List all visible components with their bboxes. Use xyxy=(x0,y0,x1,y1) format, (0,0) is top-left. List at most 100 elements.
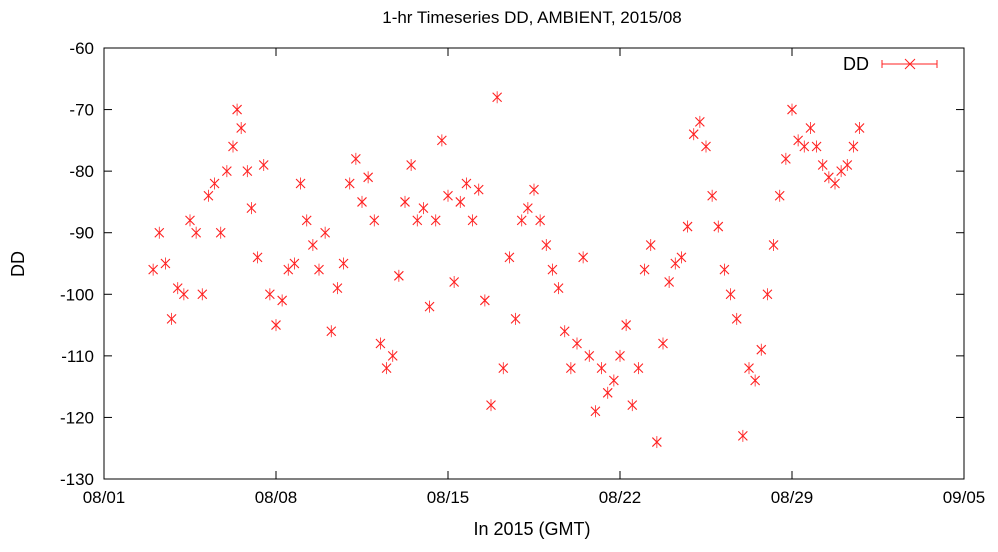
data-point xyxy=(178,289,189,300)
data-point xyxy=(307,240,318,250)
data-point xyxy=(713,221,724,232)
data-point xyxy=(252,252,263,263)
data-point xyxy=(221,166,232,177)
x-axis: 08/01 08/08 08/15 08/22 08/29 09/05 xyxy=(83,48,986,507)
data-point xyxy=(572,338,582,349)
data-point xyxy=(381,363,392,374)
data-point xyxy=(774,190,785,201)
data-point xyxy=(750,375,761,386)
data-point xyxy=(344,178,355,189)
data-point xyxy=(246,203,257,213)
data-point xyxy=(338,258,349,269)
data-point xyxy=(258,160,269,170)
data-point xyxy=(350,153,361,164)
data-point xyxy=(633,363,644,374)
data-point xyxy=(154,227,165,238)
data-point xyxy=(676,252,687,263)
data-point xyxy=(707,190,718,201)
data-point xyxy=(565,363,576,374)
data-point xyxy=(326,326,337,337)
legend-label: DD xyxy=(843,54,869,74)
y-tick-label: -100 xyxy=(60,285,94,304)
data-point xyxy=(627,400,638,411)
data-point xyxy=(688,129,699,140)
data-point xyxy=(787,104,797,115)
data-point xyxy=(236,123,247,133)
data-point xyxy=(295,178,306,189)
data-point xyxy=(590,406,601,417)
data-point xyxy=(522,203,533,213)
data-point xyxy=(719,264,730,275)
data-point xyxy=(602,387,613,398)
data-point xyxy=(854,123,865,133)
data-point xyxy=(615,350,625,361)
data-point xyxy=(584,350,595,361)
plot-area xyxy=(103,47,965,480)
data-point xyxy=(498,363,509,374)
data-point xyxy=(651,437,662,447)
data-point xyxy=(418,203,429,213)
data-point xyxy=(412,215,423,226)
data-point xyxy=(529,184,539,195)
y-tick-label: -120 xyxy=(60,408,94,427)
data-point xyxy=(271,320,281,330)
data-point xyxy=(762,289,773,300)
data-point xyxy=(737,431,748,441)
data-point xyxy=(289,258,300,269)
data-point xyxy=(314,264,324,275)
data-point xyxy=(645,240,656,250)
legend-marker xyxy=(904,58,916,70)
data-point xyxy=(160,258,171,269)
data-point xyxy=(535,215,546,226)
data-point xyxy=(387,350,398,361)
data-point xyxy=(301,215,312,226)
data-point xyxy=(393,270,404,281)
x-axis-label: In 2015 (GMT) xyxy=(473,519,590,539)
y-axis-label: DD xyxy=(8,251,28,277)
data-point xyxy=(848,141,859,152)
data-point xyxy=(811,141,822,152)
data-point xyxy=(547,264,558,275)
data-point xyxy=(578,252,589,263)
data-point xyxy=(209,178,220,189)
data-point xyxy=(264,289,275,300)
y-tick-label: -110 xyxy=(61,347,94,366)
data-point xyxy=(320,227,331,238)
data-point xyxy=(242,166,253,177)
data-point xyxy=(430,215,441,226)
data-point xyxy=(197,289,208,300)
data-point xyxy=(731,314,742,324)
data-point xyxy=(363,172,374,183)
data-point xyxy=(658,338,668,349)
data-point xyxy=(228,141,238,152)
data-point xyxy=(185,215,195,226)
data-point xyxy=(436,135,447,146)
data-point xyxy=(780,153,791,164)
x-tick-label: 09/05 xyxy=(943,488,986,507)
data-point xyxy=(369,215,380,226)
data-point xyxy=(842,160,853,170)
data-point xyxy=(553,283,564,294)
data-point xyxy=(492,92,503,103)
y-tick-label: -130 xyxy=(60,470,94,489)
data-point xyxy=(406,160,417,170)
chart-title: 1-hr Timeseries DD, AMBIENT, 2015/08 xyxy=(382,8,682,27)
y-axis: -60 -70 -80 -90 -100 -110 -120 -130 xyxy=(60,39,964,489)
data-point xyxy=(455,197,466,207)
y-tick-label: -90 xyxy=(69,224,94,243)
data-point xyxy=(830,178,840,189)
data-point xyxy=(541,240,552,250)
data-point xyxy=(461,178,472,189)
data-point xyxy=(694,116,705,127)
y-tick-label: -80 xyxy=(69,162,94,181)
data-point xyxy=(510,314,521,324)
x-tick-label: 08/29 xyxy=(771,488,814,507)
data-point xyxy=(596,363,607,374)
data-point xyxy=(375,338,386,349)
data-point xyxy=(467,215,478,226)
data-point xyxy=(664,277,675,287)
data-point xyxy=(516,215,527,226)
data-point xyxy=(277,295,288,306)
data-point xyxy=(148,264,159,275)
